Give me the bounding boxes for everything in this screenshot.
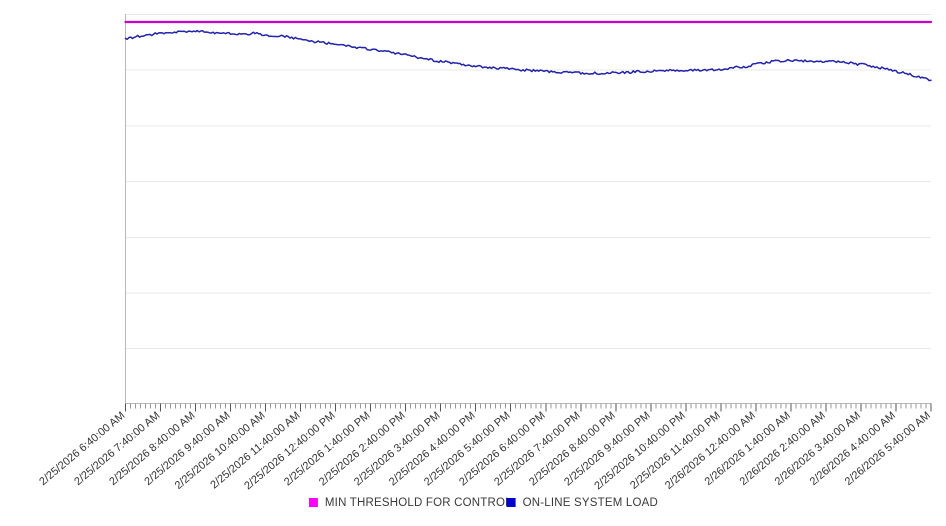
legend-label-2[interactable]: ON-LINE SYSTEM LOAD xyxy=(523,497,658,509)
legend-swatch-2[interactable] xyxy=(506,498,516,507)
legend-label-1[interactable]: MIN THRESHOLD FOR CONTROL xyxy=(325,497,512,509)
x-axis-tick-labels: 2/25/2026 6:40:00 AM2/25/2026 7:40:00 AM… xyxy=(37,410,933,493)
x-axis-ticks xyxy=(125,403,932,412)
legend-swatch-1[interactable] xyxy=(308,498,318,507)
gridlines xyxy=(125,14,931,350)
series-layer xyxy=(124,20,933,82)
series-line-2 xyxy=(124,29,932,82)
chart-legend: MIN THRESHOLD FOR CONTROL ON-LINE SYSTEM … xyxy=(308,497,658,509)
